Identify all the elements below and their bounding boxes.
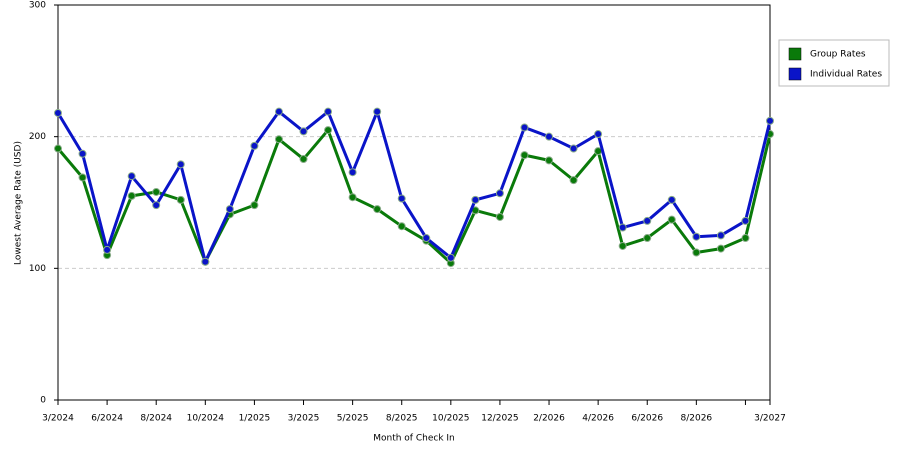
data-point bbox=[176, 160, 185, 169]
x-tick-label: 2/2026 bbox=[533, 414, 565, 424]
y-tick-label: 300 bbox=[29, 1, 46, 11]
plot-frame bbox=[57, 4, 771, 401]
series-line bbox=[56, 110, 772, 264]
x-tick-label: 8/2026 bbox=[681, 414, 713, 424]
data-point bbox=[667, 215, 676, 224]
data-point bbox=[422, 234, 431, 243]
data-point bbox=[495, 212, 504, 221]
x-tick-label: 6/2026 bbox=[631, 414, 663, 424]
data-point bbox=[299, 155, 308, 164]
data-point bbox=[643, 234, 652, 243]
legend-label: Individual Rates bbox=[810, 70, 882, 80]
data-point bbox=[127, 172, 136, 181]
data-point bbox=[545, 156, 554, 165]
x-tick-label: 10/2024 bbox=[187, 414, 225, 424]
data-point bbox=[667, 195, 676, 204]
data-point bbox=[495, 189, 504, 198]
data-point bbox=[250, 201, 259, 210]
data-point bbox=[348, 168, 357, 177]
x-tick-label: 5/2025 bbox=[337, 414, 369, 424]
legend-swatch bbox=[788, 47, 802, 61]
data-point bbox=[569, 176, 578, 185]
data-point bbox=[446, 253, 455, 262]
x-tick-label: 8/2024 bbox=[140, 414, 172, 424]
data-point bbox=[520, 123, 529, 132]
data-point bbox=[594, 130, 603, 139]
x-tick-label: 1/2025 bbox=[239, 414, 271, 424]
data-point bbox=[373, 107, 382, 116]
data-point bbox=[176, 195, 185, 204]
y-tick-label: 100 bbox=[29, 264, 46, 274]
data-point bbox=[274, 107, 283, 116]
data-point bbox=[569, 144, 578, 153]
x-tick-label: 3/2024 bbox=[42, 414, 74, 424]
data-point bbox=[520, 151, 529, 160]
data-point bbox=[127, 191, 136, 200]
y-tick-label: 200 bbox=[29, 132, 46, 142]
data-point bbox=[471, 195, 480, 204]
data-point bbox=[201, 257, 210, 266]
data-point bbox=[692, 248, 701, 257]
data-point bbox=[299, 127, 308, 136]
x-axis-label: Month of Check In bbox=[373, 434, 455, 444]
data-point bbox=[618, 223, 627, 232]
data-point bbox=[54, 144, 62, 153]
data-point bbox=[324, 126, 333, 135]
data-point bbox=[766, 116, 774, 125]
data-point bbox=[692, 232, 701, 241]
data-point bbox=[545, 132, 554, 141]
y-tick-label: 0 bbox=[40, 396, 46, 406]
data-point bbox=[103, 245, 112, 254]
x-tick-label: 3/2027 bbox=[754, 414, 786, 424]
data-point bbox=[716, 231, 725, 240]
data-point bbox=[78, 173, 87, 182]
data-point bbox=[716, 244, 725, 253]
data-point bbox=[152, 187, 161, 196]
data-point bbox=[373, 205, 382, 214]
x-tick-label: 10/2025 bbox=[432, 414, 469, 424]
y-axis-label: Lowest Average Rate (USD) bbox=[14, 141, 24, 265]
data-point bbox=[397, 194, 406, 203]
data-point bbox=[618, 241, 627, 250]
series-line bbox=[56, 128, 772, 265]
data-point bbox=[741, 234, 750, 243]
x-tick-label: 8/2025 bbox=[386, 414, 418, 424]
data-point bbox=[324, 107, 333, 116]
data-point bbox=[397, 222, 406, 231]
legend-swatch bbox=[788, 67, 802, 81]
data-point bbox=[225, 205, 234, 214]
data-point bbox=[348, 193, 357, 202]
x-tick-label: 3/2025 bbox=[288, 414, 320, 424]
legend-label: Group Rates bbox=[810, 50, 866, 60]
data-point bbox=[741, 216, 750, 225]
x-tick-label: 12/2025 bbox=[481, 414, 518, 424]
data-point bbox=[152, 201, 161, 210]
data-point bbox=[250, 141, 259, 150]
x-tick-label: 4/2026 bbox=[582, 414, 614, 424]
x-tick-label: 6/2024 bbox=[91, 414, 123, 424]
data-point bbox=[54, 108, 62, 117]
data-point bbox=[643, 216, 652, 225]
data-point bbox=[78, 149, 87, 158]
data-point bbox=[274, 135, 283, 144]
